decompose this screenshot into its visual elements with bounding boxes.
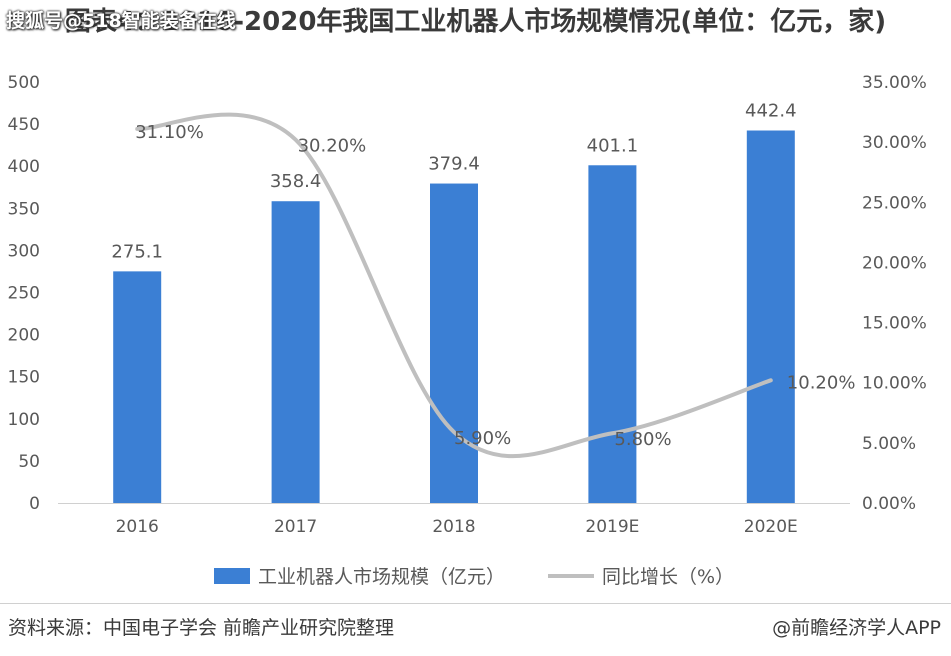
line-value-label: 10.20%	[787, 372, 856, 393]
brand-credit: @前瞻经济学人APP	[772, 617, 941, 639]
line-value-label: 31.10%	[135, 122, 204, 143]
bar-value-label: 442.4	[745, 100, 797, 121]
bar-value-label: 379.4	[428, 154, 480, 175]
y-right-tick-label: 5.00%	[862, 434, 916, 454]
y-right-tick-label: 20.00%	[862, 253, 927, 273]
y-right-tick-label: 15.00%	[862, 314, 927, 334]
y-right-tick-label: 10.00%	[862, 374, 927, 394]
x-tick-label: 2019E	[585, 517, 639, 537]
bar-value-label: 275.1	[111, 241, 163, 262]
x-tick-label: 2016	[116, 517, 159, 537]
y-left-tick-label: 150	[8, 368, 40, 388]
y-right-tick-label: 35.00%	[862, 73, 927, 93]
line-value-label: 5.80%	[614, 429, 671, 450]
bar	[746, 130, 795, 503]
y-left-tick-label: 300	[8, 241, 40, 261]
bar-value-label: 401.1	[587, 135, 639, 156]
x-tick-label: 2020E	[744, 517, 798, 537]
y-right-tick-label: 25.00%	[862, 193, 927, 213]
legend-swatch-bar	[214, 568, 250, 584]
source-note: 资料来源：中国电子学会 前瞻产业研究院整理	[8, 617, 395, 639]
watermark-text: 搜狐号@518智能装备在线	[6, 10, 236, 32]
bar	[113, 271, 162, 503]
legend-label-line: 同比增长（%）	[602, 566, 734, 588]
y-left-tick-label: 350	[8, 199, 40, 219]
x-tick-label: 2017	[274, 517, 317, 537]
bar-value-label: 358.4	[270, 171, 322, 192]
line-value-label: 30.20%	[298, 136, 367, 157]
y-right-tick-label: 0.00%	[862, 494, 916, 514]
bar	[588, 165, 637, 503]
y-right-tick-label: 30.00%	[862, 133, 927, 153]
y-left-tick-label: 200	[8, 326, 40, 346]
y-left-tick-label: 400	[8, 157, 40, 177]
y-left-tick-label: 0	[29, 494, 40, 514]
line-value-label: 5.90%	[454, 428, 511, 449]
legend-label-bar: 工业机器人市场规模（亿元）	[258, 566, 505, 588]
y-left-tick-label: 500	[8, 73, 40, 93]
bar	[271, 201, 320, 503]
y-left-tick-label: 250	[8, 284, 40, 304]
y-left-tick-label: 50	[18, 452, 40, 472]
y-left-tick-label: 450	[8, 115, 40, 135]
bar	[430, 183, 478, 503]
x-tick-label: 2018	[432, 517, 475, 537]
chart-title: 图表4：2016-2020年我国工业机器人市场规模情况(单位：亿元，家)	[64, 7, 887, 37]
growth-line-series	[135, 112, 773, 459]
footer-divider	[0, 603, 951, 604]
y-left-tick-label: 100	[8, 410, 40, 430]
